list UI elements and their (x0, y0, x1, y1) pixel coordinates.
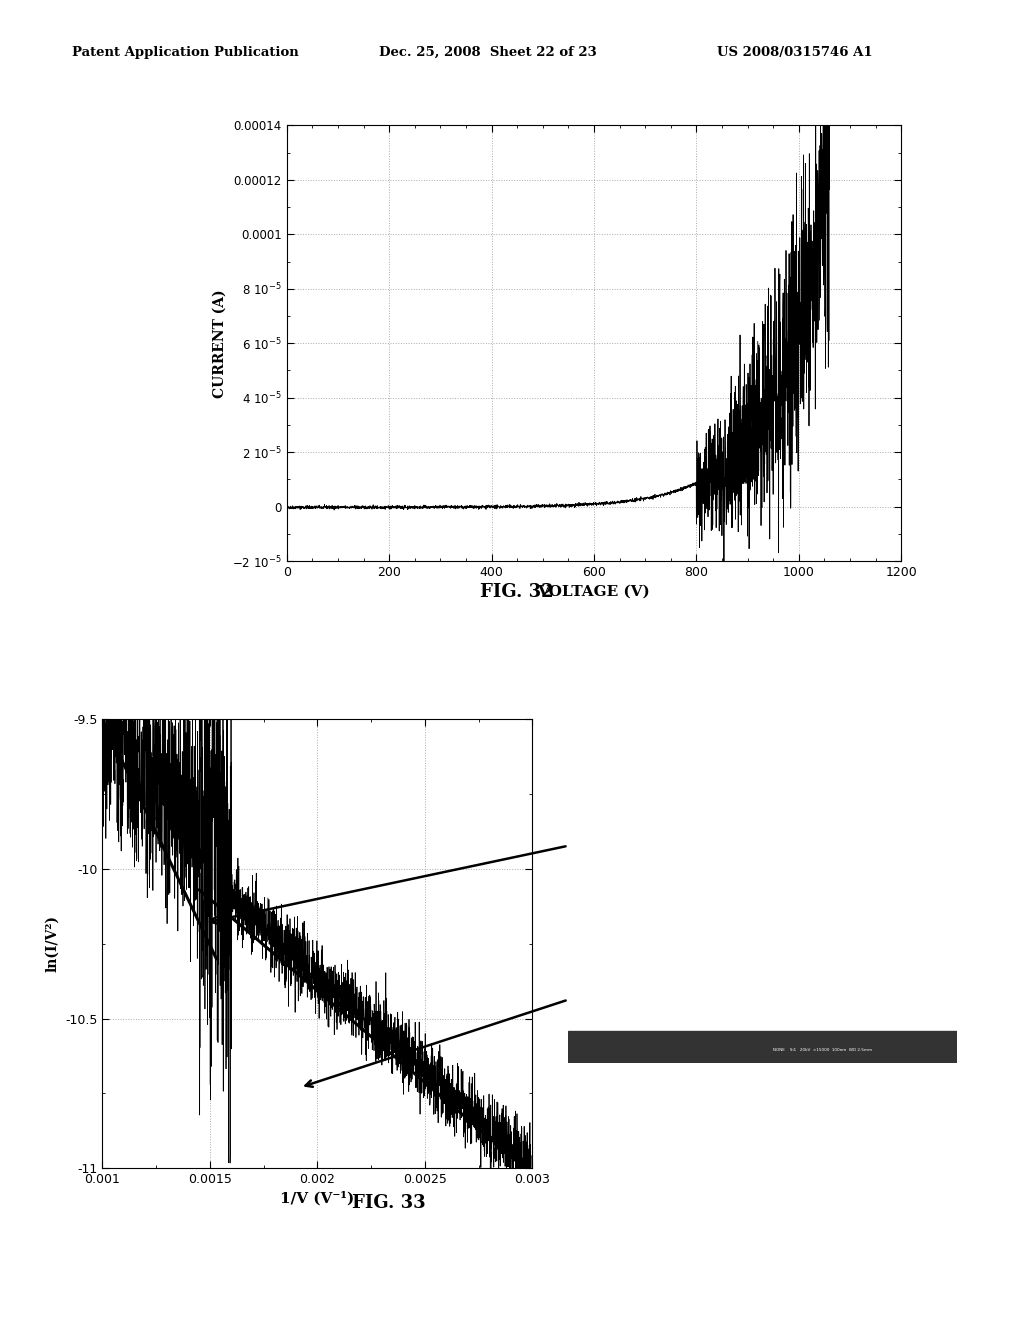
X-axis label: 1/V (V⁻¹): 1/V (V⁻¹) (281, 1192, 354, 1206)
Text: FIG. 33: FIG. 33 (352, 1193, 426, 1212)
Bar (568, 1031, 957, 1063)
Y-axis label: CURRENT (A): CURRENT (A) (213, 289, 226, 397)
Text: NONE    Si1   20kV  ×15000  100nm  WD 2.5mm: NONE Si1 20kV ×15000 100nm WD 2.5mm (773, 1048, 871, 1052)
Text: FIG. 32: FIG. 32 (480, 582, 554, 601)
Text: Patent Application Publication: Patent Application Publication (72, 46, 298, 59)
Y-axis label: ln(I/V²): ln(I/V²) (46, 915, 59, 973)
Text: US 2008/0315746 A1: US 2008/0315746 A1 (717, 46, 872, 59)
X-axis label: VOLTAGE (V): VOLTAGE (V) (538, 585, 650, 598)
Text: Dec. 25, 2008  Sheet 22 of 23: Dec. 25, 2008 Sheet 22 of 23 (379, 46, 597, 59)
PathPatch shape (603, 734, 923, 1041)
